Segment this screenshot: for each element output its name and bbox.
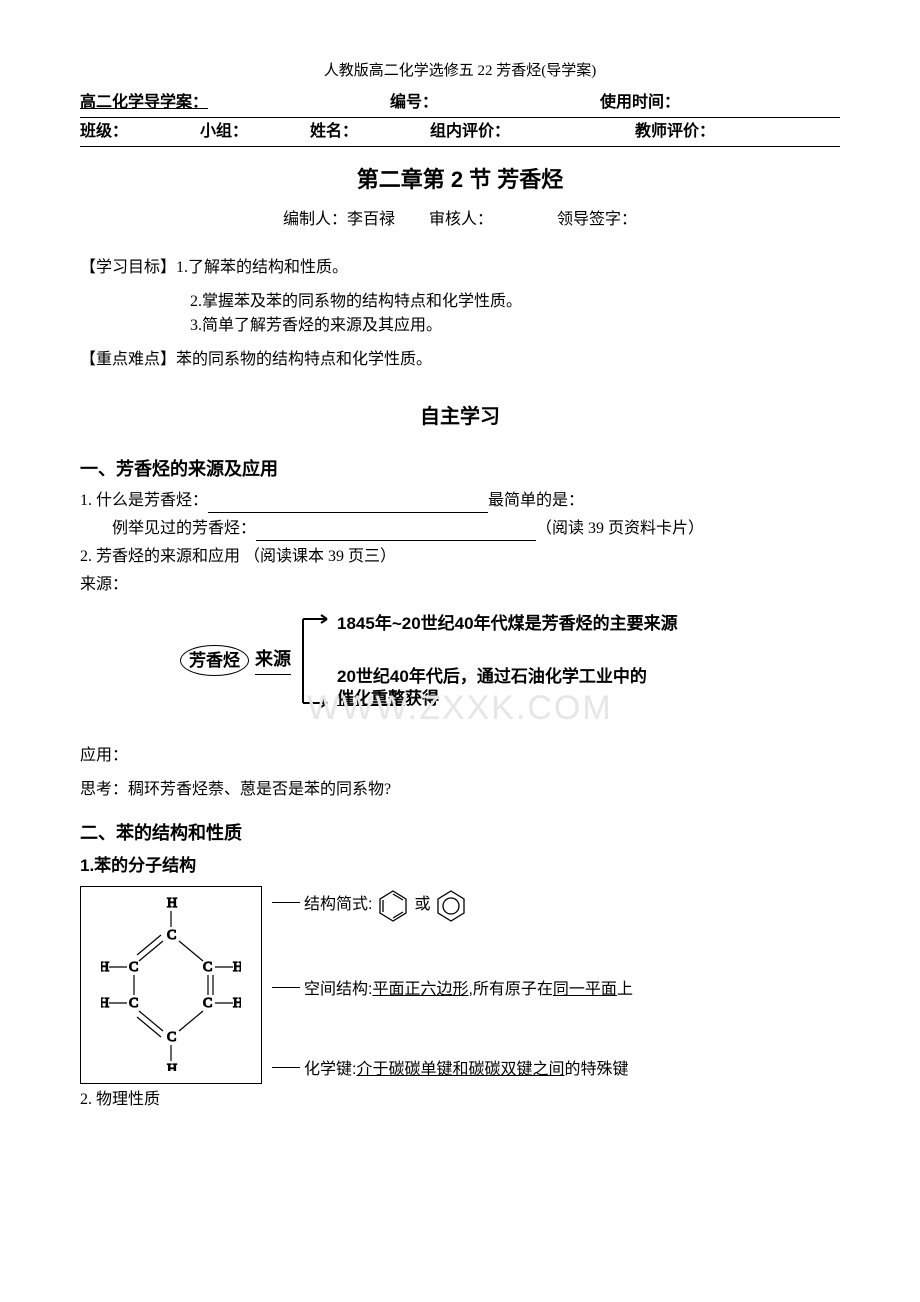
hdr-name: 姓名： (310, 120, 370, 144)
svg-text:H: H (233, 996, 241, 1011)
sec1-q1b: 例举见过的芳香烃： （阅读 39 页资料卡片） (112, 517, 840, 541)
note3-ul: 介于碳碳单键和碳碳双键之间 (356, 1058, 564, 1082)
blank (370, 120, 430, 144)
blank (260, 120, 310, 144)
q1a-tail: 最简单的是： (488, 492, 584, 509)
hdr-time: 使用时间： (600, 91, 690, 115)
svg-text:C: C (129, 996, 138, 1011)
benzene-circle-icon (434, 888, 468, 922)
author-line: 编制人：李百禄 审核人： 领导签字： (80, 208, 840, 232)
sec2-sub2: 2. 物理性质 (80, 1088, 840, 1112)
dash-icon (272, 902, 300, 903)
author-leader: 领导签字： (557, 211, 637, 228)
hdr-group-eval: 组内评价： (430, 120, 520, 144)
svg-text:H: H (167, 1062, 177, 1071)
blank (240, 91, 390, 115)
bracket-icon (297, 611, 337, 711)
blank (690, 91, 840, 115)
keypoints-block: 【重点难点】苯的同系物的结构特点和化学性质。 (80, 348, 840, 372)
application-label: 应用： (80, 744, 840, 768)
q1b-label: 例举见过的芳香烃： (112, 520, 256, 537)
header-row-1: 高二化学导学案： 编号： 使用时间： (80, 91, 840, 118)
sec1-q1a: 1. 什么是芳香烃： 最简单的是： (80, 489, 840, 513)
note2-label: 空间结构: (304, 978, 372, 1002)
svg-text:H: H (167, 896, 177, 911)
page-header: 人教版高二化学选修五 22 芳香烃(导学案) (80, 60, 840, 83)
branch-texts: 1845年~20世纪40年代煤是芳香烃的主要来源 20世纪40年代后，通过石油化… (337, 611, 678, 711)
hdr-teacher-eval: 教师评价： (635, 120, 725, 144)
blank-line (256, 524, 536, 541)
note1-or: 或 (414, 893, 430, 917)
goal-1: 1.了解苯的结构和性质。 (176, 259, 348, 276)
branch-bot2-tail: 获得 (405, 689, 439, 708)
hdr-group: 小组： (200, 120, 260, 144)
benzene-kekule-icon (376, 888, 410, 922)
svg-text:C: C (129, 960, 138, 975)
author-compiler: 编制人：李百禄 (283, 211, 395, 228)
source-label: 来源： (80, 573, 840, 597)
note3-tail: 的特殊键 (564, 1058, 628, 1082)
svg-text:H: H (101, 960, 109, 975)
benzene-structural-formula: H C C H C H C (80, 886, 262, 1084)
note1-label: 结构简式: (304, 893, 372, 917)
note2-ul1: 平面正六边形 (372, 978, 468, 1002)
diagram-oval: 芳香烃 (180, 645, 249, 677)
note-chemical-bond: 化学键: 介于碳碳单键和碳碳双键之间 的特殊键 (272, 1058, 840, 1082)
hdr-course: 高二化学导学案： (80, 91, 240, 115)
dash-icon (272, 1067, 300, 1068)
keypoints-label: 【重点难点】 (80, 351, 176, 368)
q1a-label: 1. 什么是芳香烃： (80, 492, 208, 509)
blank (725, 120, 840, 144)
blank-line (208, 496, 488, 513)
self-study-title: 自主学习 (80, 402, 840, 432)
think-question: 思考：稠环芳香烃萘、蒽是否是苯的同系物? (80, 778, 840, 802)
svg-text:C: C (167, 928, 176, 943)
note2-tail: 上 (617, 978, 633, 1002)
branch-bot2-ul: 催化重整 (337, 689, 405, 708)
q1b-tail: （阅读 39 页资料卡片） (536, 520, 704, 537)
dash-icon (272, 987, 300, 988)
blank (520, 120, 635, 144)
hdr-number: 编号： (390, 91, 450, 115)
goal-3: 3.简单了解芳香烃的来源及其应用。 (190, 314, 840, 338)
benzene-structure-row: H C C H C H C (80, 886, 840, 1084)
goal-2: 2.掌握苯及苯的同系物的结构特点和化学性质。 (190, 290, 840, 314)
keypoints-text: 苯的同系物的结构特点和化学性质。 (176, 351, 432, 368)
note-spatial-structure: 空间结构: 平面正六边形 ,所有原子在 同一平面 上 (272, 978, 840, 1002)
svg-text:C: C (203, 960, 212, 975)
diagram-mid-label: 来源 (255, 646, 291, 675)
sec2-sub1: 1.苯的分子结构 (80, 853, 840, 879)
svg-text:C: C (167, 1030, 176, 1045)
header-row-2: 班级： 小组： 姓名： 组内评价： 教师评价： (80, 120, 840, 147)
author-reviewer: 审核人： (429, 211, 493, 228)
blank (150, 120, 200, 144)
note-structural-formula: 结构简式: 或 (272, 888, 840, 922)
branch-top: 1845年~20世纪40年代煤是芳香烃的主要来源 (337, 611, 678, 637)
benzene-full-svg: H C C H C H C (101, 891, 241, 1071)
sec2-heading: 二、苯的结构和性质 (80, 820, 840, 847)
svg-text:H: H (233, 960, 241, 975)
sec1-heading: 一、芳香烃的来源及应用 (80, 456, 840, 483)
hdr-class: 班级： (80, 120, 150, 144)
sec1-q2: 2. 芳香烃的来源和应用 （阅读课本 39 页三） (80, 545, 840, 569)
note3-label: 化学键: (304, 1058, 356, 1082)
branch-bottom: 20世纪40年代后，通过石油化学工业中的 催化重整获得 (337, 666, 678, 710)
main-title: 第二章第 2 节 芳香烃 (80, 163, 840, 196)
source-diagram: 芳香烃 来源 1845年~20世纪40年代煤是芳香烃的主要来源 20世纪40年代… (180, 611, 840, 711)
note2-ul2: 同一平面 (553, 978, 617, 1002)
svg-text:C: C (203, 996, 212, 1011)
svg-text:H: H (101, 996, 109, 1011)
goals-label: 【学习目标】 (80, 259, 176, 276)
blank (450, 91, 600, 115)
benzene-notes: 结构简式: 或 空间结构: 平面正六边形 ,所有原子在 同一平面 上 化学键: (262, 886, 840, 1084)
note2-mid: ,所有原子在 (468, 978, 552, 1002)
branch-bot1: 20世纪40年代后，通过石油化学工业中的 (337, 667, 647, 686)
goals-block: 【学习目标】1.了解苯的结构和性质。 (80, 256, 840, 280)
